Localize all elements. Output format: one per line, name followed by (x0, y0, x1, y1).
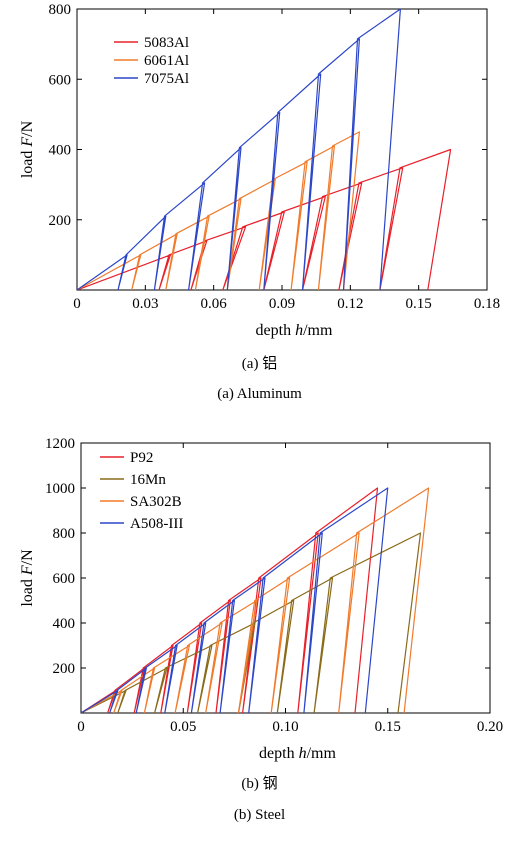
y-axis-label: load F/N (19, 120, 36, 178)
x-tick-label: 0.03 (132, 296, 158, 312)
y-tick-label: 200 (53, 661, 76, 677)
x-tick-label: 0.15 (375, 719, 401, 735)
chart-aluminum: 0 0.03 0.06 0.09 0.12 0.15 0.18 200 400 600 800 dep… (19, 2, 500, 339)
x-tick-label: 0.18 (474, 296, 500, 312)
y-axis-label: load F/N (19, 549, 36, 607)
x-tick-label: 0.10 (272, 719, 298, 735)
series-curve-6061al (77, 131, 360, 290)
x-tick-label: 0.06 (201, 296, 228, 312)
x-tick-label: 0.20 (477, 719, 503, 735)
legend: P92 16Mn SA302B A508-III (100, 450, 183, 532)
series-curve-5083al (77, 148, 452, 290)
legend-label: 16Mn (130, 472, 166, 488)
y-tick-label: 600 (49, 72, 72, 88)
series-curve-16mn (81, 532, 422, 713)
x-axis-label: depth h/mm (259, 745, 336, 762)
x-tick-label: 0 (73, 296, 81, 312)
y-tick-label: 1000 (45, 481, 75, 497)
y-tick-label: 600 (53, 571, 76, 587)
series-curve-p92 (81, 487, 379, 713)
chart-steel: 0 0.05 0.10 0.15 0.20 200 400 600 800 1000 1200 dep… (19, 436, 503, 762)
x-tick-label: 0.12 (337, 296, 363, 312)
y-tick-label: 800 (53, 526, 76, 542)
y-tick-label: 800 (49, 2, 72, 18)
caption-cn-a: (a) 铝 (241, 356, 278, 372)
x-tick-label: 0.09 (269, 296, 295, 312)
plot-frame (76, 8, 488, 291)
x-axis-label: depth h/mm (256, 322, 333, 339)
y-tick-label: 400 (53, 616, 76, 632)
series-curve-sa302b (81, 487, 430, 713)
x-tick-label: 0.15 (406, 296, 432, 312)
y-tick-label: 200 (49, 213, 72, 229)
series-curve-a508-iii (81, 487, 389, 713)
caption-en-b: (b) Steel (233, 807, 286, 823)
legend-label: P92 (130, 450, 153, 466)
x-tick-label: 0 (77, 719, 85, 735)
legend: 5083Al 6061Al 7075Al (114, 35, 189, 87)
caption-cn-b: (b) 钢 (241, 776, 278, 792)
y-tick-label: 1200 (45, 436, 75, 452)
x-tick-label: 0.05 (170, 719, 196, 735)
series-curve-7075al (77, 9, 401, 290)
caption-en-a: (a) Aluminum (217, 386, 302, 402)
legend-label: A508-III (130, 516, 183, 532)
legend-label: SA302B (130, 494, 182, 510)
y-tick-label: 400 (49, 143, 72, 159)
legend-label: 5083Al (144, 35, 189, 51)
legend-label: 6061Al (144, 53, 189, 69)
legend-label: 7075Al (144, 71, 189, 87)
